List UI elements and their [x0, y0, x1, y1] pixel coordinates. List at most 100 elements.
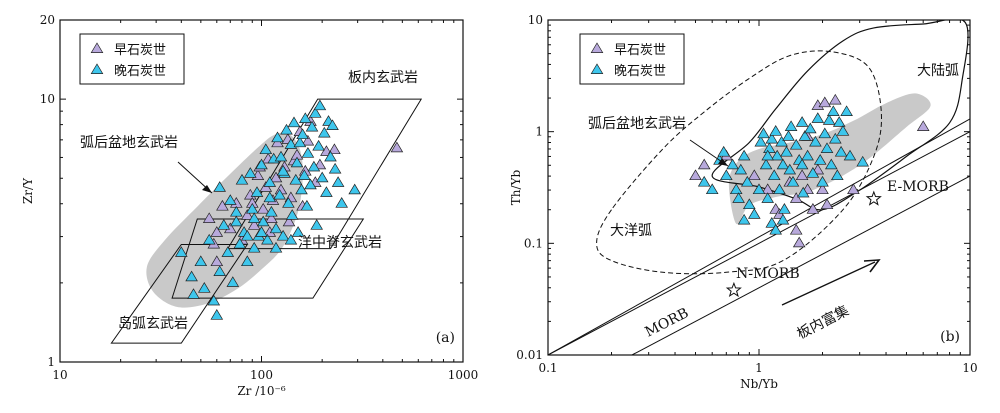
enrichment-arrow: [781, 261, 876, 306]
data-point-late: [271, 131, 284, 143]
y-axis-label: Zr/Y: [21, 177, 35, 204]
x-tick-label: 1: [755, 361, 763, 375]
enrichment-arrowhead: [863, 259, 881, 273]
data-point-late: [213, 181, 227, 192]
data-point-early: [818, 96, 832, 108]
data-point-late: [816, 175, 829, 187]
data-point-late: [255, 158, 268, 170]
data-point-late: [317, 126, 331, 138]
data-point-late: [729, 183, 743, 195]
data-point-late: [717, 145, 731, 157]
data-point-late: [754, 135, 768, 147]
data-point-late: [836, 125, 850, 136]
legend-box: [579, 33, 685, 85]
y-tick-label: 1: [47, 355, 55, 369]
island-arc-field: [110, 244, 249, 344]
data-point-late: [221, 246, 235, 257]
data-point-early: [792, 236, 806, 248]
data-point-early: [390, 141, 404, 153]
data-point-late: [769, 125, 783, 136]
data-point-late: [726, 158, 739, 170]
arc-basin-arrowhead: [718, 158, 728, 166]
data-point-late: [820, 142, 834, 153]
data-point-early: [328, 143, 341, 155]
data-point-early: [828, 93, 842, 105]
oceanic-arc-field: [596, 50, 882, 275]
data-point-early: [247, 219, 261, 230]
data-point-late: [776, 213, 790, 225]
x-axis-label: Nb/Yb: [740, 377, 778, 391]
y-tick-label: 0.1: [524, 236, 543, 250]
data-point-late: [240, 255, 254, 267]
legend-label: 早石炭世: [114, 43, 166, 58]
data-point-late: [828, 132, 842, 144]
data-point-late: [298, 112, 312, 123]
data-point-late: [784, 120, 798, 131]
x-axis-label: Zr /10⁻⁶: [237, 384, 286, 398]
data-point-late: [207, 294, 221, 306]
data-point-late: [811, 112, 825, 123]
data-point-early: [240, 209, 254, 220]
data-point-late: [287, 116, 301, 128]
data-point-late: [243, 167, 257, 178]
data-point-late: [767, 169, 781, 181]
data-point-late: [304, 178, 317, 190]
data-point-late: [324, 150, 337, 162]
data-point-late: [818, 127, 832, 139]
y-tick-label: 1: [535, 125, 543, 139]
data-point-late: [806, 167, 820, 178]
data-point-late: [697, 175, 711, 187]
data-point-late: [335, 197, 349, 208]
data-point-late: [284, 138, 298, 149]
data-point-late: [832, 116, 846, 127]
data-point-late: [313, 99, 327, 111]
data-point-early: [256, 202, 270, 214]
data-point-late: [276, 229, 290, 241]
legend-marker: [590, 63, 604, 74]
data-point-early: [265, 212, 278, 223]
legend-marker: [590, 42, 604, 53]
data-point-late: [705, 183, 719, 195]
data-point-late: [187, 288, 200, 299]
data-point-late: [761, 149, 775, 161]
data-point-late: [312, 139, 325, 151]
data-point-late: [310, 219, 324, 230]
data-point-late: [263, 191, 277, 203]
data-point-late: [282, 197, 295, 208]
data-point-late: [273, 188, 286, 200]
data-point-early: [216, 199, 229, 211]
data-point-late: [824, 158, 838, 170]
data-point-early: [282, 215, 296, 227]
data-point-late: [229, 215, 243, 227]
data-point-late: [761, 192, 775, 203]
data-point-early: [847, 183, 860, 195]
arc-basin-arrowhead: [202, 185, 212, 193]
morb-label: MORB: [643, 305, 692, 340]
data-point-late: [291, 226, 305, 237]
data-point-late: [280, 123, 293, 135]
y-tick-label: 10: [528, 13, 543, 27]
x-tick-label: 100: [250, 368, 273, 382]
data-point-late: [809, 135, 822, 147]
data-point-early: [210, 255, 224, 267]
data-point-late: [300, 199, 314, 211]
data-point-late: [210, 309, 224, 320]
data-point-late: [765, 217, 779, 228]
data-point-late: [194, 255, 208, 267]
data-point-late: [296, 128, 309, 140]
data-point-early: [916, 120, 930, 131]
data-point-late: [240, 229, 254, 241]
n-morb-label: N-MORB: [736, 266, 800, 282]
data-point-late: [233, 237, 247, 249]
data-point-late: [301, 147, 315, 158]
data-point-late: [783, 163, 797, 175]
morb-lower-line: [548, 131, 970, 355]
data-point-late: [719, 169, 733, 181]
y-tick-label: 20: [40, 13, 55, 27]
y-axis-label: Th/Yb: [509, 169, 523, 205]
data-point-late: [843, 149, 857, 161]
data-point-late: [789, 138, 803, 150]
data-point-late: [813, 154, 827, 165]
